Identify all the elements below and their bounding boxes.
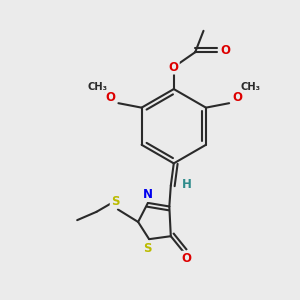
Text: CH₃: CH₃ — [87, 82, 107, 92]
Text: H: H — [182, 178, 192, 191]
Text: O: O — [169, 61, 179, 74]
Text: O: O — [105, 91, 115, 104]
Text: O: O — [182, 252, 192, 265]
Text: CH₃: CH₃ — [241, 82, 260, 92]
Text: S: S — [143, 242, 152, 255]
Text: S: S — [111, 195, 119, 208]
Text: O: O — [220, 44, 230, 57]
Text: O: O — [232, 91, 242, 104]
Text: N: N — [143, 188, 153, 201]
